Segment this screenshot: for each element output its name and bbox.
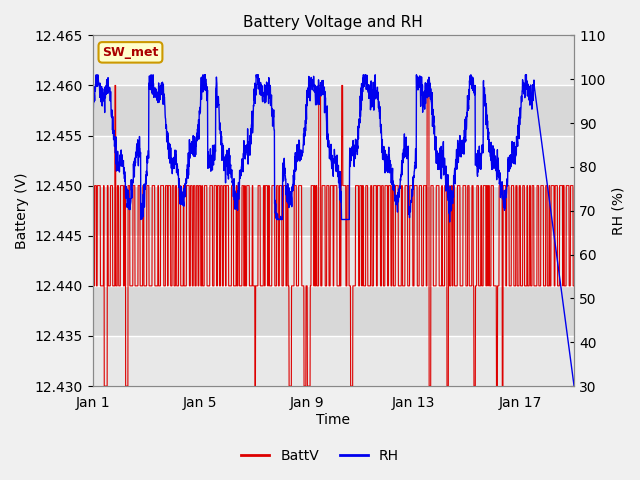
Bar [93,135,574,186]
X-axis label: Time: Time [316,413,350,427]
Text: SW_met: SW_met [102,46,159,59]
Bar [93,286,574,336]
Bar [93,336,574,386]
Bar [93,236,574,286]
Bar [93,36,574,85]
Y-axis label: RH (%): RH (%) [611,187,625,235]
Legend: BattV, RH: BattV, RH [236,443,404,468]
Y-axis label: Battery (V): Battery (V) [15,172,29,249]
Bar [93,186,574,236]
Title: Battery Voltage and RH: Battery Voltage and RH [243,15,423,30]
Bar [93,85,574,135]
